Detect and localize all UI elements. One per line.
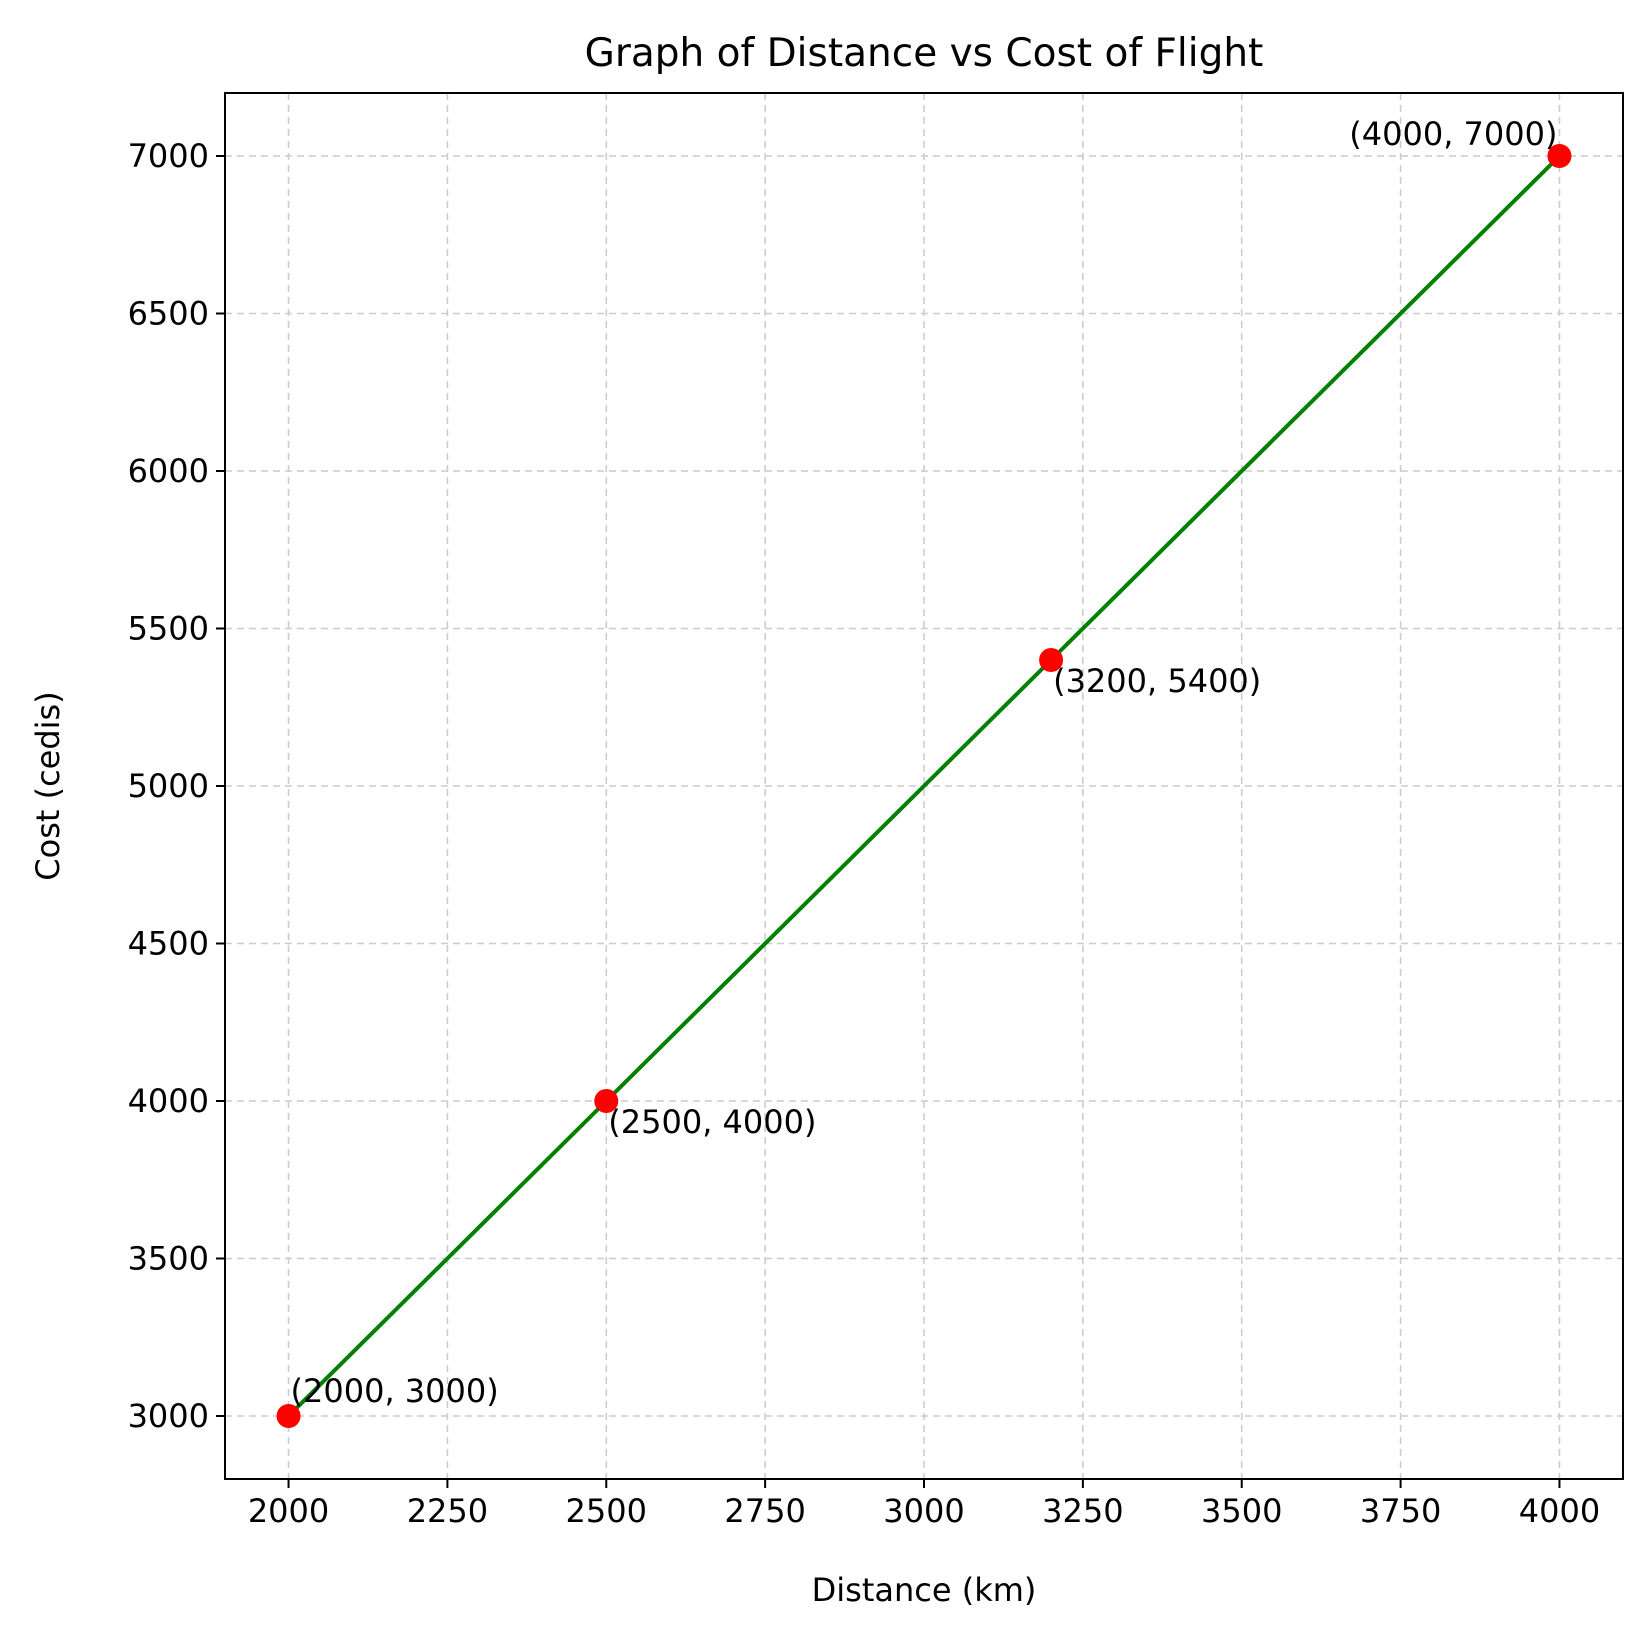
y-tick-label: 5500 <box>128 610 209 648</box>
y-tick-label: 5000 <box>128 767 209 805</box>
x-tick-label: 3000 <box>883 1492 964 1530</box>
point-annotation: (3200, 5400) <box>1053 662 1261 700</box>
x-axis-label: Distance (km) <box>812 1571 1037 1609</box>
y-tick-label: 4500 <box>128 925 209 963</box>
x-tick-label: 3750 <box>1360 1492 1441 1530</box>
x-tick-label: 2000 <box>248 1492 329 1530</box>
point-annotation: (2000, 3000) <box>291 1372 499 1410</box>
x-tick-label: 4000 <box>1519 1492 1600 1530</box>
data-point <box>1547 144 1572 168</box>
y-tick-label: 6000 <box>128 452 209 490</box>
point-annotation: (2500, 4000) <box>608 1103 816 1141</box>
x-tick-label: 2250 <box>407 1492 488 1530</box>
x-tick-label: 2750 <box>724 1492 805 1530</box>
plot-frame <box>224 92 1624 1480</box>
y-axis-label: Cost (cedis) <box>29 691 67 880</box>
data-point <box>1039 648 1064 672</box>
grid <box>225 93 1623 1479</box>
data-point <box>594 1089 619 1113</box>
data-point <box>276 1404 301 1428</box>
x-tick-label: 2500 <box>566 1492 647 1530</box>
point-annotations: (2000, 3000) (2500, 4000) (3200, 5400) (400… <box>291 115 1558 1410</box>
y-tick-label: 7000 <box>128 137 209 175</box>
x-tick-label: 3500 <box>1201 1492 1282 1530</box>
axis-ticks: 2000 2250 2500 2750 3000 3250 3500 3750 4000 3000… <box>128 137 1601 1530</box>
x-tick-label: 3250 <box>1042 1492 1123 1530</box>
series-line-group <box>287 154 1561 1418</box>
chart-title: Graph of Distance vs Cost of Flight <box>585 31 1264 76</box>
series-line <box>287 154 1561 1418</box>
y-tick-label: 6500 <box>128 295 209 333</box>
y-tick-label: 3500 <box>128 1240 209 1278</box>
point-annotation: (4000, 7000) <box>1349 115 1557 153</box>
y-tick-label: 4000 <box>128 1082 209 1120</box>
y-tick-label: 3000 <box>128 1397 209 1435</box>
data-points <box>276 144 1572 1428</box>
